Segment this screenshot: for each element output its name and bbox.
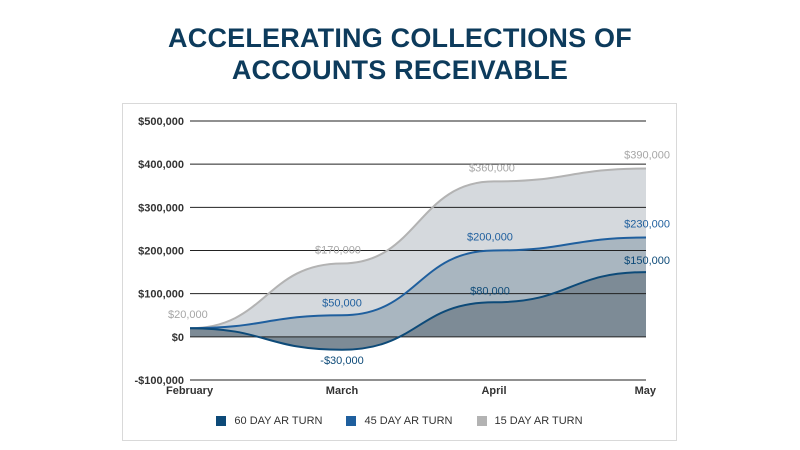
line-45-day <box>189 236 647 330</box>
data-label: $80,000 <box>470 285 510 297</box>
data-label: $20,000 <box>168 309 208 321</box>
chart-title-line-2: ACCOUNTS RECEIVABLE <box>231 55 569 85</box>
data-label: $50,000 <box>322 297 362 309</box>
y-tick-label: $300,000 <box>138 202 184 214</box>
legend-swatch <box>346 416 357 426</box>
y-tick-label: $0 <box>172 332 184 344</box>
data-label: $170,000 <box>315 244 361 256</box>
y-tick-label: $200,000 <box>138 246 184 258</box>
line-15-day <box>189 167 647 330</box>
y-tick-label: $500,000 <box>138 116 184 128</box>
chart-title-line-1: ACCELERATING COLLECTIONS OF <box>168 23 632 53</box>
data-label: $200,000 <box>467 232 513 244</box>
legend-item[interactable]: 15 DAY AR TURN <box>476 415 583 427</box>
x-tick-label: February <box>166 385 214 397</box>
line-60-day <box>189 271 647 351</box>
y-tick-label: -$100,000 <box>134 375 184 387</box>
area-60-day <box>190 272 646 350</box>
legend-label: 45 DAY AR TURN <box>364 415 453 427</box>
x-tick-label: May <box>635 385 657 397</box>
data-label: -$30,000 <box>320 355 363 367</box>
legend-swatch <box>216 416 227 426</box>
x-tick-label: March <box>326 385 359 397</box>
x-tick-label: April <box>481 385 506 397</box>
chart-title: ACCELERATING COLLECTIONS OF ACCOUNTS REC… <box>0 22 800 86</box>
data-label: $390,000 <box>624 149 670 161</box>
chart-legend: 60 DAY AR TURN 45 DAY AR TURN 15 DAY AR TU… <box>122 415 677 427</box>
legend-label: 15 DAY AR TURN <box>494 415 583 427</box>
data-label: $230,000 <box>624 219 670 231</box>
legend-item[interactable]: 45 DAY AR TURN <box>346 415 453 427</box>
y-tick-label: $400,000 <box>138 159 184 171</box>
y-tick-label: $100,000 <box>138 289 184 301</box>
legend-item[interactable]: 60 DAY AR TURN <box>216 415 322 427</box>
legend-swatch <box>476 416 487 426</box>
data-label: $360,000 <box>469 162 515 174</box>
data-label: $150,000 <box>624 255 670 267</box>
legend-label: 60 DAY AR TURN <box>234 415 323 427</box>
